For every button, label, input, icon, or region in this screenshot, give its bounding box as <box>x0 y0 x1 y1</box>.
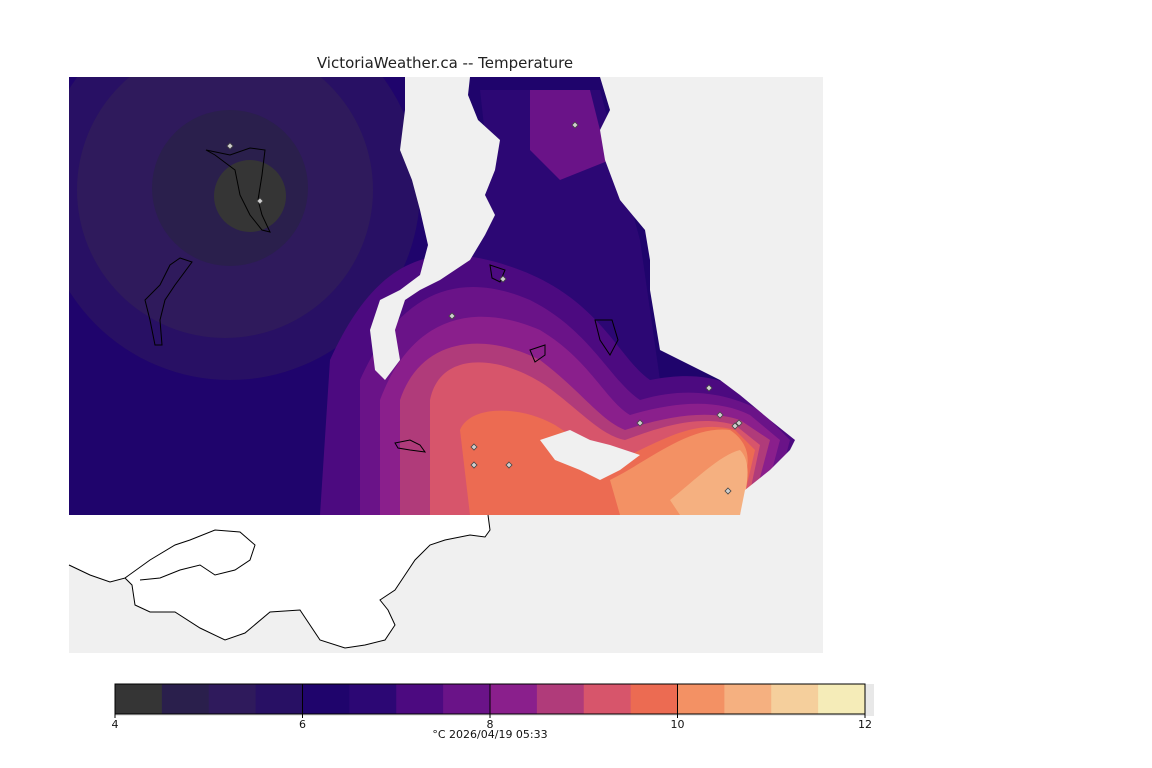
station-marker <box>716 411 724 419</box>
station-marker <box>470 443 478 451</box>
colorbar-cell <box>255 684 303 714</box>
station-marker <box>256 197 264 205</box>
station-marker <box>571 121 579 129</box>
colorbar-cell <box>302 684 350 714</box>
map-title: VictoriaWeather.ca -- Temperature <box>316 54 574 72</box>
colorbar-cell <box>677 684 725 714</box>
station-marker <box>448 312 456 320</box>
station-marker <box>470 461 478 469</box>
station-marker <box>505 461 513 469</box>
colorbar-cell <box>818 684 866 714</box>
station-marker <box>636 419 644 427</box>
colorbar-cell <box>536 684 585 714</box>
colorbar-cell <box>443 684 491 714</box>
southern-strait <box>540 430 640 480</box>
coastlines <box>68 147 619 649</box>
colorbar-cell <box>396 684 444 714</box>
colorbar-cell <box>630 684 678 714</box>
station-marker <box>724 487 732 495</box>
colorbar-cell <box>349 684 397 714</box>
colorbar-caption: °C 2026/04/19 05:33 <box>432 728 548 741</box>
station-marker <box>499 275 507 283</box>
eastern-waters <box>600 77 823 515</box>
colorbar-cell <box>115 684 163 714</box>
station-markers <box>226 121 743 495</box>
colorbar-tick-label: 12 <box>858 718 872 731</box>
station-marker <box>226 142 234 150</box>
colorbar-tick-label: 6 <box>299 718 306 731</box>
saanich-inlet <box>370 77 500 380</box>
colorbar-cell <box>490 684 538 714</box>
temperature-field <box>69 77 823 515</box>
colorbar-cell <box>161 684 210 714</box>
colorbar-tick-label: 8 <box>487 718 494 731</box>
station-marker <box>731 422 739 430</box>
olympic-peninsula-coast <box>69 515 490 648</box>
colorbar-cell <box>724 684 772 714</box>
station-marker <box>705 384 713 392</box>
station-marker <box>735 419 743 427</box>
colorbar-tick-label: 4 <box>112 718 119 731</box>
colorbar-cell <box>583 684 632 714</box>
colorbar-tick-label: 10 <box>671 718 685 731</box>
colorbar-cell <box>208 684 257 714</box>
colorbar-cell <box>771 684 819 714</box>
